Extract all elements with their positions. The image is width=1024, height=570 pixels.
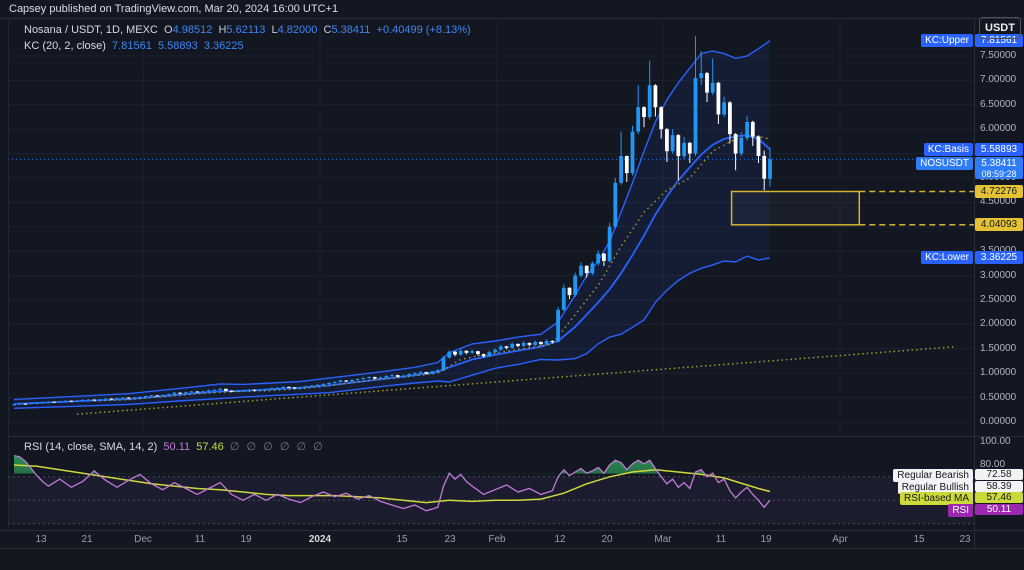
rsi-badge-value: 58.39: [975, 480, 1023, 492]
time-tick-19: 19: [760, 534, 772, 545]
rsi-ma-value: 57.46: [196, 441, 224, 453]
ohlc-open-label: O: [164, 24, 173, 36]
rsi-title: RSI (14, close, SMA, 14, 2): [24, 441, 158, 453]
time-tick-15: 15: [913, 534, 925, 545]
price-axis-label: 1.00000: [980, 367, 1017, 379]
price-axis-label: 0.00000: [980, 416, 1017, 427]
price-axis-label: 2.00000: [980, 318, 1017, 330]
level-upper-value-badge: 4.72276: [975, 185, 1023, 198]
kc-lower-value: 3.36225: [203, 40, 244, 52]
kc-lower-label-badge: KC:Lower: [921, 251, 973, 264]
time-tick-13: 13: [35, 534, 47, 545]
time-tick-apr: Apr: [832, 534, 848, 545]
change-value: +0.40499 (+8.13%): [376, 24, 471, 36]
chart-left-border: [8, 18, 9, 530]
kc-band-fill: [14, 40, 770, 409]
rsi-legend: RSI (14, close, SMA, 14, 2) 50.11 57.46 …: [24, 440, 325, 453]
rsi-axis-label: 80.00: [980, 459, 1006, 470]
time-tick-19: 19: [240, 534, 252, 545]
time-tick-dec: Dec: [134, 534, 152, 545]
currency-toggle-button[interactable]: USDT: [979, 17, 1021, 39]
price-axis-label: 7.00000: [980, 74, 1017, 86]
price-axis-label: 6.00000: [980, 123, 1017, 135]
rsi-axis-label: 100.00: [980, 435, 1011, 447]
time-tick-23: 23: [959, 534, 971, 545]
rsi-badge-value: 57.46: [975, 492, 1023, 503]
kc-basis-label-badge: KC:Basis: [923, 143, 973, 156]
price-axis-label: 4.50000: [980, 196, 1017, 208]
rsi-badge-regular-bullish: Regular Bullish: [897, 480, 973, 494]
last-price-value-badge: 5.38411 08:59:28: [975, 157, 1023, 179]
rsi-pane-canvas[interactable]: [8, 437, 974, 530]
price-axis-label: 3.00000: [980, 269, 1017, 281]
publish-info: Capsey published on TradingView.com, Mar…: [9, 3, 339, 15]
time-tick-23: 23: [444, 534, 456, 545]
time-tick-12: 12: [554, 534, 566, 545]
level-lower-value-badge: 4.04093: [975, 218, 1023, 231]
kc-lower-value-badge: 3.36225: [975, 251, 1023, 264]
kc-upper-value: 7.81561: [112, 40, 152, 52]
ohlc-close-value: 5.38411: [331, 24, 371, 36]
time-axis[interactable]: [0, 530, 1024, 549]
price-axis-label: 6.50000: [980, 98, 1017, 110]
rsi-badge-value: 72.58: [975, 469, 1023, 480]
rsi-value: 50.11: [163, 441, 191, 453]
price-range-drawing[interactable]: [730, 190, 861, 226]
price-axis-separator: [974, 18, 975, 548]
rsi-ma-line: [13, 464, 771, 504]
price-axis-label: 0.50000: [980, 391, 1017, 403]
price-chart-canvas[interactable]: [8, 18, 974, 435]
ohlc-high-label: H: [218, 24, 227, 36]
time-tick-15: 15: [396, 534, 408, 545]
footer-bar: TradingView: [0, 548, 1024, 570]
time-tick-11: 11: [715, 534, 727, 545]
ohlc-low-value: 4.82000: [277, 24, 318, 36]
time-tick-21: 21: [81, 534, 93, 545]
countdown-timer: 08:59:28: [981, 169, 1017, 179]
time-tick-20: 20: [601, 534, 613, 545]
kc-basis-value: 5.58893: [157, 40, 198, 52]
rsi-overbought-fill: [14, 455, 714, 474]
time-tick-mar: Mar: [654, 534, 672, 545]
candlestick-series: [12, 36, 772, 406]
kc-basis-value-badge: 5.58893: [975, 143, 1023, 156]
rsi-badge-rsi: RSI: [948, 503, 973, 517]
kc-legend: KC (20, 2, close) 7.81561 5.58893 3.3622…: [24, 40, 244, 52]
price-axis-label: 1.50000: [980, 342, 1017, 354]
time-tick-2024: 2024: [308, 534, 332, 545]
rsi-badge-regular-bearish: Regular Bearish: [893, 469, 973, 482]
ohlc-low-label: L: [271, 24, 278, 36]
kc-upper-label-badge: KC:Upper: [921, 34, 973, 47]
ohlc-close-label: C: [323, 24, 332, 36]
kc-lower-line: [13, 255, 771, 409]
kc-title: KC (20, 2, close): [24, 40, 106, 52]
price-axis-label: 2.50000: [980, 294, 1017, 305]
symbol-title: Nosana / USDT, 1D, MEXC: [24, 24, 158, 36]
time-tick-11: 11: [194, 534, 206, 545]
pane-separator: [8, 436, 1024, 437]
ohlc-high-value: 5.62113: [226, 24, 266, 36]
last-price-label-badge: NOSUSDT: [916, 157, 973, 170]
rsi-badge-rsi-based-ma: RSI-based MA: [899, 492, 973, 505]
rsi-badge-value: 50.11: [975, 503, 1023, 515]
kc-upper-value-badge: 7.81561: [975, 34, 1023, 47]
publish-header: Capsey published on TradingView.com, Mar…: [0, 0, 1024, 19]
rsi-empty-markers: ∅ ∅ ∅ ∅ ∅ ∅: [229, 441, 325, 453]
symbol-legend: Nosana / USDT, 1D, MEXC O4.98512 H5.6211…: [24, 24, 471, 36]
price-axis-label: 7.50000: [980, 50, 1017, 61]
price-axis-label: 3.50000: [980, 245, 1016, 256]
time-tick-feb: Feb: [488, 534, 506, 545]
rsi-line: [13, 454, 771, 512]
ohlc-open-value: 4.98512: [172, 24, 213, 36]
